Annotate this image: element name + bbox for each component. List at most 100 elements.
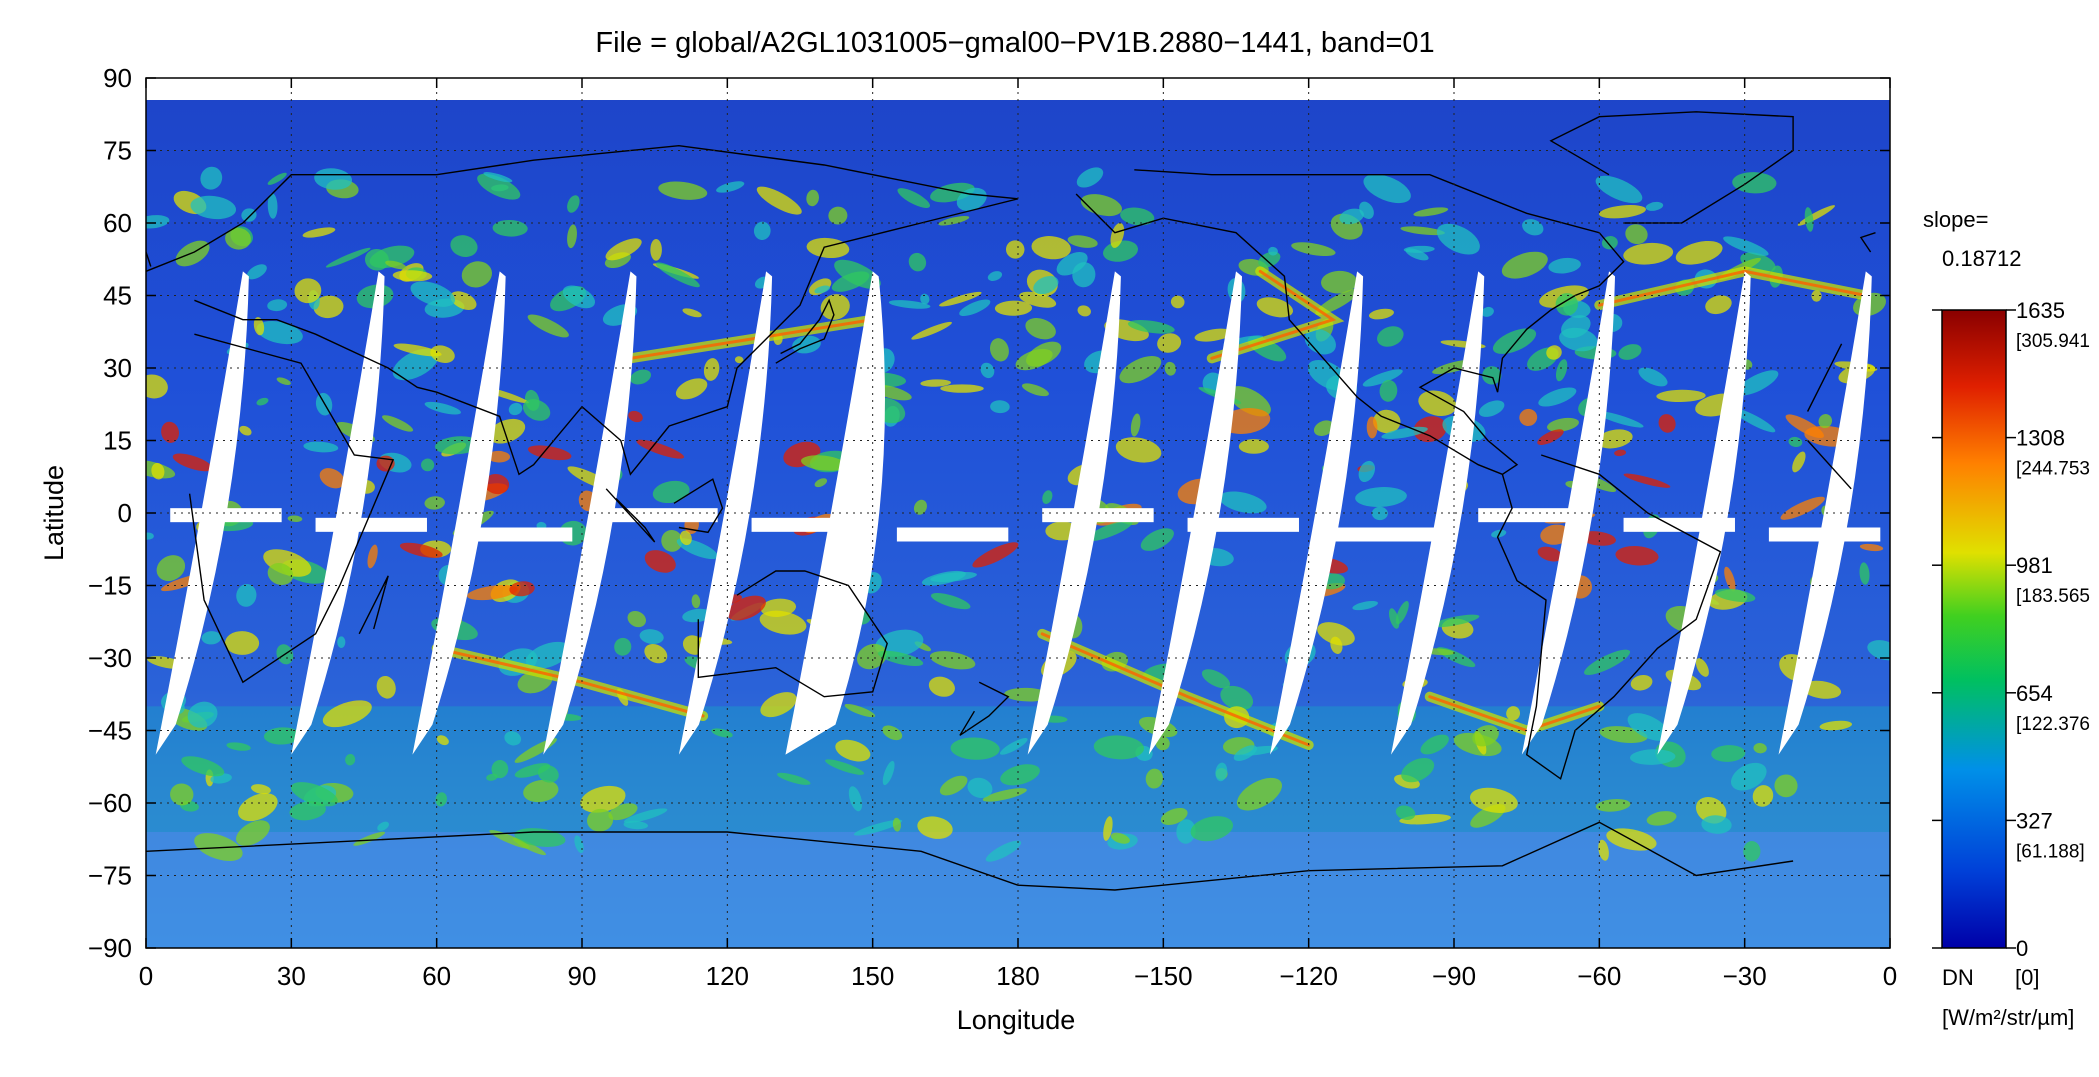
y-tick-label: 90	[103, 63, 132, 93]
cloud-feature	[1363, 174, 1411, 204]
x-tick-label: 180	[996, 961, 1039, 991]
cloud-feature	[1190, 816, 1234, 842]
cloud-feature	[760, 692, 797, 718]
cloud-feature	[574, 835, 584, 854]
cloud-feature	[421, 458, 435, 472]
cloud-feature	[1395, 805, 1416, 821]
cloud-feature	[276, 377, 291, 386]
cloud-feature	[1548, 257, 1581, 274]
cloud-feature	[1555, 359, 1568, 382]
cloud-feature	[1730, 762, 1767, 791]
cloud-feature	[313, 295, 344, 319]
cloud-feature	[614, 637, 632, 656]
cloud-feature	[1005, 240, 1025, 259]
cloud-feature	[1623, 242, 1674, 265]
cloud-feature	[888, 300, 931, 309]
cloud-feature	[1339, 208, 1364, 225]
cloud-feature	[930, 592, 971, 610]
colorbar-dn-value: 654	[2016, 681, 2053, 706]
cloud-feature	[623, 808, 668, 824]
cloud-feature	[1625, 224, 1648, 245]
cloud-feature	[187, 701, 218, 728]
cloud-feature	[484, 474, 510, 495]
orbit-gap-swath	[1391, 271, 1485, 755]
cloud-feature	[376, 675, 396, 699]
cloud-feature	[1025, 318, 1056, 340]
cloud-feature	[1238, 439, 1269, 454]
cloud-feature	[875, 629, 924, 657]
cloud-feature	[1258, 251, 1281, 268]
cloud-feature	[1736, 370, 1779, 396]
cloud-feature	[489, 829, 530, 849]
cloud-feature	[1313, 420, 1334, 436]
cloud-feature	[1780, 496, 1825, 520]
cloud-feature	[289, 801, 326, 821]
cloud-feature	[580, 785, 626, 813]
cloud-feature	[319, 468, 345, 489]
cloud-feature	[999, 737, 1028, 755]
figure-title: File = global/A2GL1031005−gmal00−PV1B.28…	[595, 27, 1434, 59]
cloud-feature	[486, 773, 498, 781]
cloud-feature	[477, 173, 521, 200]
cloud-feature	[1219, 491, 1267, 514]
cloud-feature	[303, 441, 339, 453]
cloud-feature	[267, 172, 287, 185]
cloud-feature	[1093, 735, 1144, 760]
cloud-feature	[1506, 706, 1521, 721]
cloud-feature	[1031, 236, 1071, 260]
cloud-feature	[487, 450, 511, 463]
x-tick-label: −30	[1723, 961, 1767, 991]
cloud-feature	[436, 735, 449, 746]
orbit-gap-swath	[1778, 271, 1872, 755]
cloud-feature	[820, 294, 850, 320]
cloud-feature	[1000, 764, 1040, 786]
coastline	[146, 232, 1876, 267]
cloud-feature	[525, 641, 571, 669]
cloud-feature	[1788, 436, 1803, 448]
cloud-feature	[253, 317, 265, 336]
cloud-feature	[1752, 785, 1774, 807]
cloud-feature	[877, 650, 924, 667]
cloud-feature	[920, 379, 951, 387]
cloud-feature	[1176, 819, 1196, 844]
cloud-feature	[1164, 361, 1176, 376]
cloud-feature	[156, 555, 186, 582]
cloud-feature	[920, 293, 930, 305]
cloud-feature	[644, 550, 676, 573]
cloud-feature	[1256, 297, 1294, 318]
cloud-feature	[652, 480, 690, 504]
cloud-feature	[377, 821, 389, 831]
cloud-feature	[467, 585, 518, 601]
x-tick-label: 0	[1883, 961, 1897, 991]
cloud-feature	[1140, 528, 1174, 551]
cloud-feature	[1215, 762, 1228, 782]
cloud-feature	[1086, 520, 1133, 542]
cloud-feature	[882, 760, 895, 786]
equatorial-gap	[606, 508, 718, 523]
cloud-feature	[1304, 328, 1336, 355]
cloud-feature	[1315, 288, 1360, 316]
cloud-feature	[1867, 640, 1890, 661]
y-tick-label: −75	[88, 861, 132, 891]
cloud-feature	[1555, 293, 1579, 316]
colorbar-radiance-value: [183.565	[2016, 586, 2090, 607]
cloud-feature	[151, 462, 165, 480]
cloud-feature	[1130, 413, 1141, 437]
cloud-feature	[987, 271, 1003, 281]
cloud-feature	[450, 235, 478, 257]
cloud-feature	[1358, 460, 1376, 483]
colorbar-dn-value: 981	[2016, 553, 2053, 578]
equatorial-gap	[1768, 527, 1881, 542]
cloud-feature	[636, 439, 685, 459]
cloud-feature	[1194, 328, 1233, 342]
cloud-feature	[776, 772, 811, 785]
cloud-feature	[1368, 308, 1394, 320]
cloud-feature	[1629, 749, 1676, 765]
frontal-band-core	[1210, 269, 1337, 360]
equatorial-gap	[751, 517, 863, 532]
cloud-feature	[1537, 546, 1563, 562]
cloud-feature	[759, 610, 807, 635]
cloud-feature	[1646, 811, 1677, 826]
y-tick-label: −30	[88, 643, 132, 673]
cloud-feature	[691, 594, 701, 609]
